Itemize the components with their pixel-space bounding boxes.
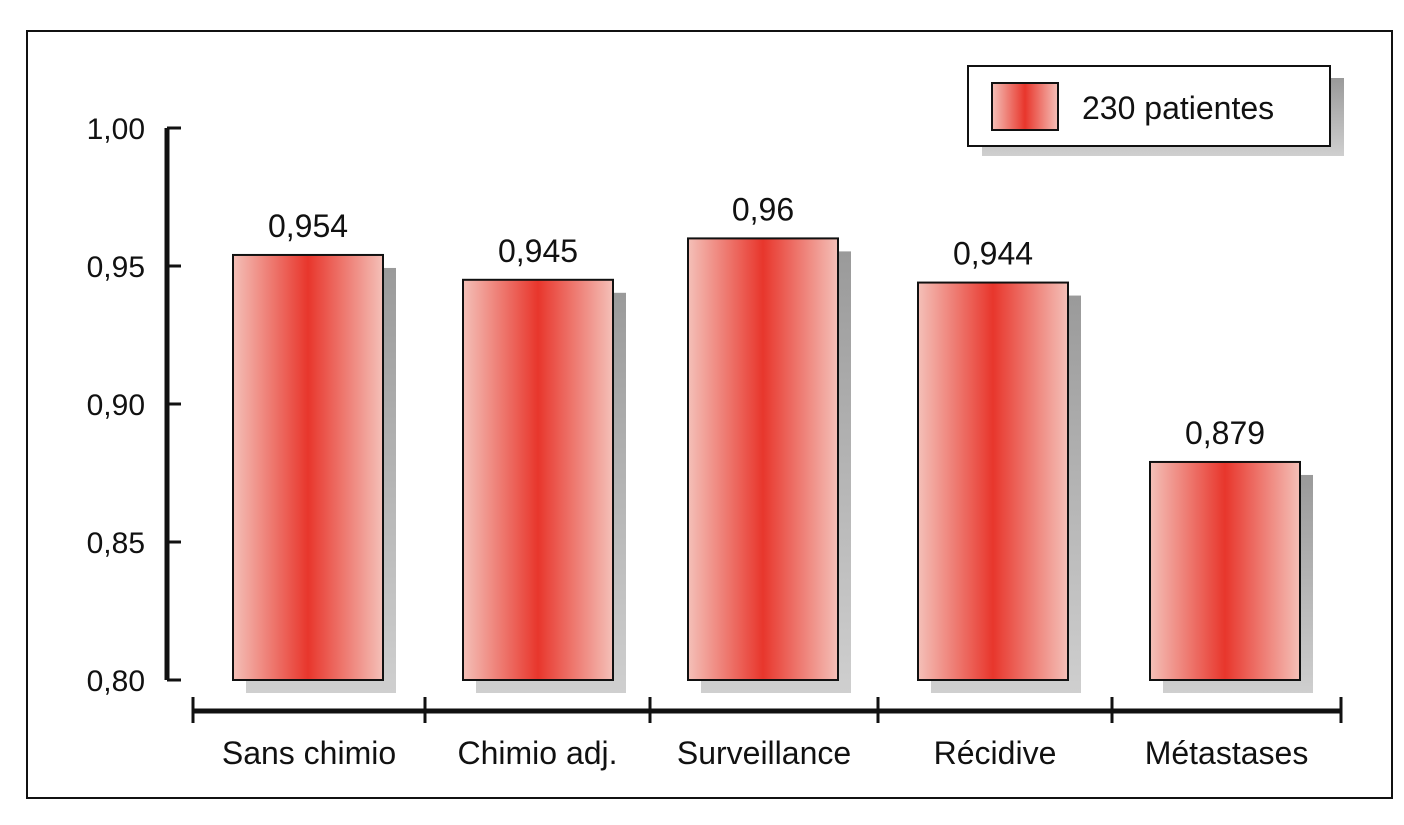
y-tick-label: 0,85 — [87, 527, 145, 560]
x-axis: Sans chimio Chimio adj. Surveillance Récidi… — [191, 697, 1343, 771]
legend-swatch — [991, 82, 1059, 131]
bar-group: 0,944 — [917, 236, 1081, 693]
legend-label: 230 patientes — [1082, 90, 1274, 126]
x-category-label: Récidive — [934, 735, 1057, 771]
bar — [687, 237, 839, 681]
bar-group: 0,96 — [687, 191, 851, 693]
x-category-label: Chimio adj. — [457, 735, 617, 771]
bar — [462, 278, 614, 681]
bar-group: 0,879 — [1149, 415, 1313, 693]
legend: 230 patientes — [967, 65, 1344, 156]
bars: 0,954 0,945 0,96 0,944 0,879 — [232, 191, 1313, 693]
bar-group: 0,945 — [462, 233, 626, 693]
y-tick-label: 1,00 — [87, 113, 145, 146]
x-category-label: Surveillance — [677, 735, 851, 771]
y-tick-label: 0,90 — [87, 389, 145, 422]
y-axis: 0,80 0,85 0,90 0,95 1,00 — [87, 113, 181, 698]
bar-group: 0,954 — [232, 208, 396, 693]
bar-value-label: 0,879 — [1185, 415, 1265, 451]
y-tick-label: 0,95 — [87, 251, 145, 284]
bar-value-label: 0,945 — [498, 233, 578, 269]
bar-value-label: 0,944 — [953, 236, 1033, 272]
bar-value-label: 0,96 — [732, 191, 794, 227]
x-category-label: Sans chimio — [222, 735, 396, 771]
bar — [232, 253, 384, 682]
y-tick-label: 0,80 — [87, 665, 145, 698]
bar — [1149, 460, 1301, 681]
bar — [917, 281, 1069, 681]
bar-value-label: 0,954 — [268, 208, 348, 244]
x-category-label: Métastases — [1145, 735, 1309, 771]
